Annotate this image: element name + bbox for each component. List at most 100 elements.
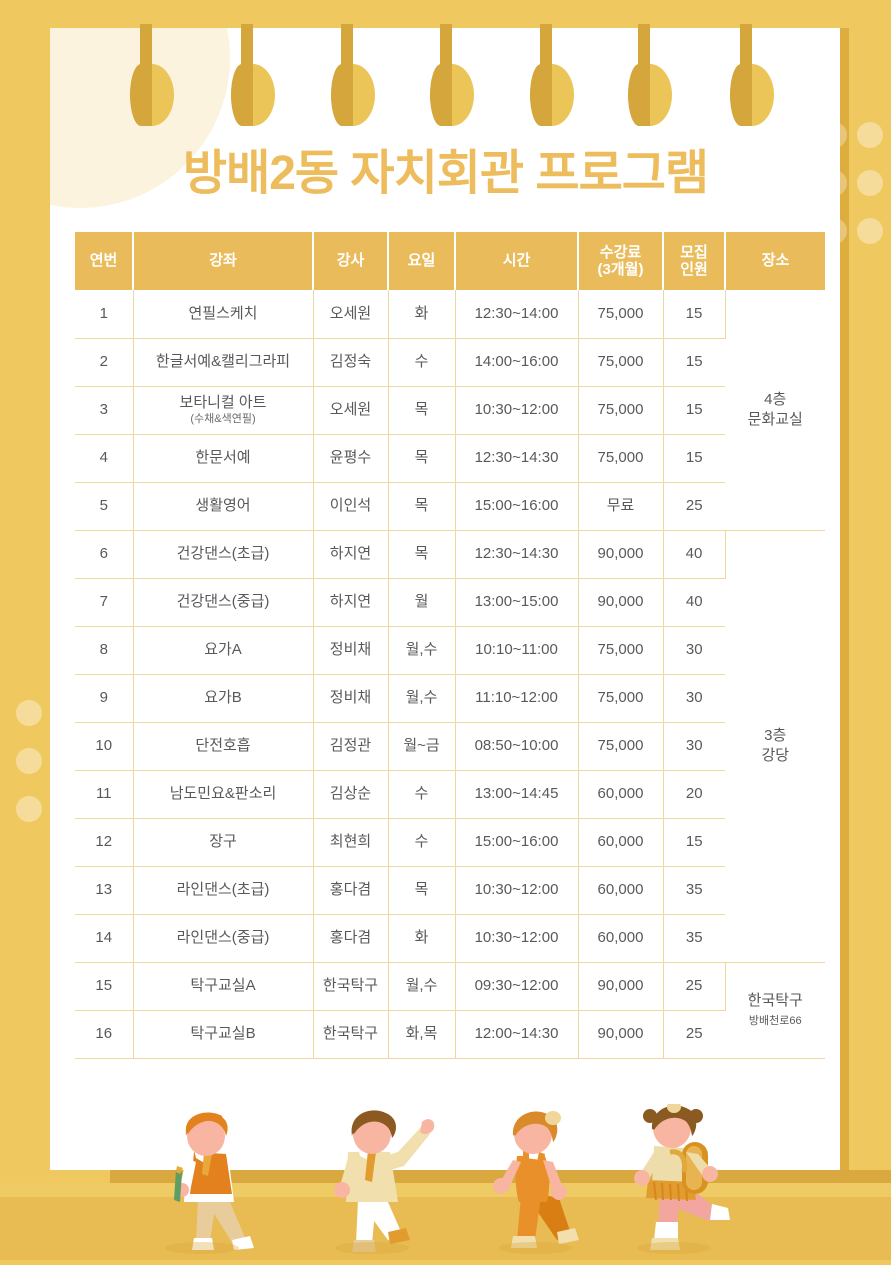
cell-instructor-text: 최현희	[329, 833, 372, 850]
background-dot	[16, 700, 42, 726]
ground-band-left	[0, 1170, 110, 1183]
cell-fee: 75,000	[578, 674, 664, 723]
cell-time: 10:30~12:00	[455, 866, 579, 915]
cell-course: 건강댄스(중급)	[133, 578, 314, 627]
cell-day-text: 수	[414, 353, 429, 370]
cell-fee-text: 60,000	[597, 929, 644, 946]
cell-fee-text: 75,000	[597, 401, 644, 418]
cell-no: 1	[75, 290, 134, 339]
cell-day-text: 수	[414, 833, 429, 850]
table-row: 4 한문서예 윤평수 목 12:30~14:30 75,000 15	[75, 434, 825, 483]
background-dots-left	[16, 700, 42, 844]
child-shadow	[165, 1242, 239, 1254]
cell-capacity-text: 20	[685, 785, 703, 802]
cell-course: 요가B	[133, 674, 314, 723]
cell-course-text: 생활영어	[195, 497, 251, 514]
cell-fee: 60,000	[578, 866, 664, 915]
cell-instructor-text: 한국탁구	[322, 1025, 379, 1042]
table-row: 5 생활영어 이인석 목 15:00~16:00 무료 25	[75, 482, 825, 531]
cell-time: 12:00~14:30	[455, 1010, 579, 1059]
cell-no: 13	[75, 866, 134, 915]
children-illustration-group	[0, 1075, 891, 1260]
cell-no-text: 12	[95, 833, 113, 850]
cell-fee-text: 무료	[606, 497, 635, 514]
cell-fee-text: 60,000	[597, 881, 644, 898]
cell-fee-text: 75,000	[597, 641, 644, 658]
cell-day-text: 목	[414, 497, 429, 514]
cell-fee: 75,000	[578, 338, 664, 387]
header-label: 강좌	[209, 252, 237, 270]
table-row: 11 남도민요&판소리 김상순 수 13:00~14:45 60,000 20	[75, 770, 825, 819]
cell-course: 장구	[133, 818, 314, 867]
cell-no: 15	[75, 962, 134, 1011]
cell-no: 7	[75, 578, 134, 627]
cell-time: 10:30~12:00	[455, 914, 579, 963]
cell-no-text: 7	[99, 593, 108, 610]
cell-day: 화	[388, 290, 456, 339]
table-row: 13 라인댄스(초급) 홍다겸 목 10:30~12:00 60,000 35	[75, 866, 825, 915]
header-label: 시간	[502, 252, 531, 270]
cell-time-text: 12:00~14:30	[474, 1025, 559, 1042]
cell-no-text: 1	[99, 304, 108, 322]
cell-instructor-text: 이인석	[329, 497, 372, 514]
cell-day-text: 월,수	[405, 641, 438, 658]
cell-fee-text: 90,000	[597, 545, 644, 562]
cell-course-text: 건강댄스(중급)	[176, 593, 270, 610]
cell-capacity-text: 25	[685, 497, 703, 514]
cell-no: 9	[75, 674, 134, 723]
cell-capacity: 25	[663, 962, 726, 1011]
table-row: 8 요가A 정비채 월,수 10:10~11:00 75,000 30	[75, 626, 825, 675]
cell-instructor: 오세원	[313, 386, 389, 435]
cell-instructor-text: 하지연	[329, 593, 372, 610]
background-dot	[857, 122, 883, 148]
cell-time: 15:00~16:00	[455, 482, 579, 531]
cell-instructor-text: 김정관	[329, 737, 372, 754]
cell-time-text: 12:30~14:00	[474, 304, 559, 322]
cell-no-text: 2	[99, 353, 108, 370]
cell-fee: 60,000	[578, 770, 664, 819]
cell-instructor: 김상순	[313, 770, 389, 819]
cell-capacity: 35	[663, 914, 725, 963]
cell-course: 남도민요&판소리	[133, 770, 314, 819]
child-shadow	[637, 1242, 711, 1254]
header-cell-instructor: 강사	[313, 232, 389, 290]
cell-day: 목	[388, 434, 456, 483]
cell-instructor: 최현희	[313, 818, 389, 867]
spoon-bowl-shade	[331, 64, 353, 126]
cell-instructor-text: 한국탁구	[322, 977, 379, 994]
cell-no-text: 13	[95, 881, 113, 898]
place-line2: 문화교실	[747, 410, 803, 428]
cell-time-text: 10:30~12:00	[474, 929, 559, 946]
cell-capacity: 30	[663, 626, 725, 675]
background-dot	[857, 218, 883, 244]
cell-fee: 60,000	[578, 914, 664, 963]
cell-time-text: 15:00~16:00	[474, 497, 559, 514]
cell-no-text: 5	[99, 497, 108, 514]
cell-day-text: 월~금	[403, 737, 440, 754]
header-cell-course: 강좌	[133, 232, 314, 290]
cell-capacity: 40	[663, 530, 726, 579]
cell-instructor-text: 오세원	[329, 401, 372, 418]
cell-no: 8	[75, 626, 134, 675]
header-label: 장소	[761, 252, 790, 270]
cell-capacity-text: 30	[685, 737, 703, 754]
cell-course: 탁구교실A	[133, 962, 314, 1011]
cell-no-text: 4	[99, 449, 108, 466]
cell-fee: 무료	[578, 482, 664, 531]
background-dot	[16, 748, 42, 774]
cell-time: 11:10~12:00	[455, 674, 579, 723]
girl-with-backpack-svg	[634, 1101, 730, 1250]
program-table: 연번 강좌 강사 요일 시간 수강료 (3개월) 모집 인원 장소 1 연필스케치 오세…	[75, 232, 825, 1059]
cell-instructor: 하지연	[313, 530, 389, 579]
cell-fee: 90,000	[578, 578, 664, 627]
table-row: 7 건강댄스(중급) 하지연 월 13:00~15:00 90,000 40	[75, 578, 825, 627]
cell-day-text: 월	[414, 593, 429, 610]
cell-course-text: 라인댄스(중급)	[176, 929, 270, 946]
cell-day-text: 목	[414, 881, 429, 898]
cell-instructor: 한국탁구	[313, 962, 389, 1011]
hanging-decorations	[0, 0, 891, 130]
cell-instructor-text: 정비채	[329, 689, 372, 706]
boy-waving-svg	[334, 1110, 435, 1252]
cell-fee-text: 75,000	[597, 449, 644, 466]
